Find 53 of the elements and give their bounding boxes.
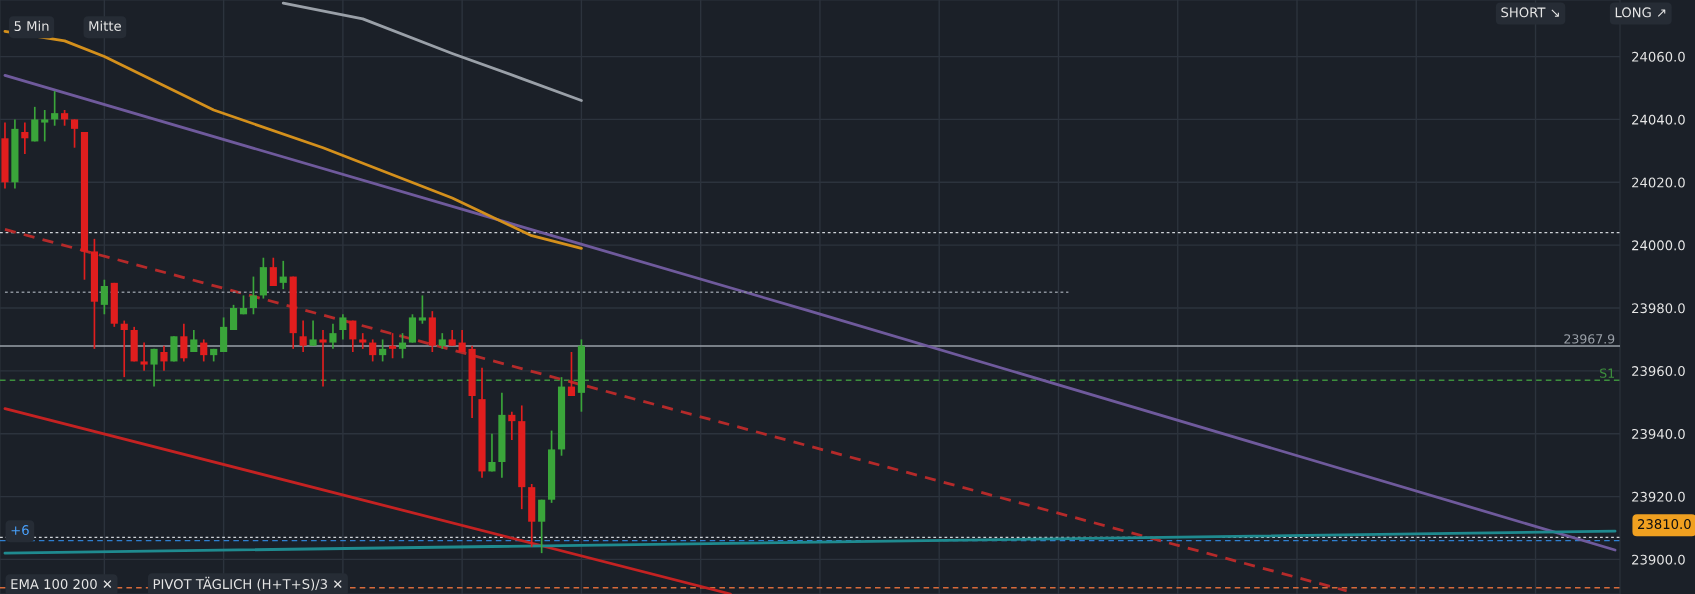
- candlestick: [200, 338, 208, 363]
- annotation: LONG ↗: [1615, 7, 1666, 18]
- line-series: [3, 30, 583, 250]
- y-tick-label: 24040.0: [1632, 114, 1685, 125]
- candlestick: [339, 313, 347, 341]
- y-tick-label: 24060.0: [1632, 51, 1685, 62]
- candlestick: [508, 410, 516, 441]
- candlestick: [249, 275, 258, 316]
- y-tick-label: 24020.0: [1632, 177, 1685, 188]
- candlestick: [398, 332, 407, 360]
- candlestick: [538, 498, 546, 554]
- candlestick: [309, 319, 317, 347]
- candlestick: [379, 338, 387, 363]
- annotation: +6: [11, 525, 29, 536]
- candlestick: [140, 341, 148, 372]
- annotation: Mitte: [89, 20, 121, 31]
- candlestick: [349, 319, 357, 353]
- candlestick: [299, 319, 307, 353]
- line-series: [281, 1, 583, 102]
- candlestick: [31, 106, 39, 143]
- candlestick: [269, 256, 277, 287]
- annotation: PIVOT TÄGLICH (H+T+S)/3 ✕: [153, 576, 342, 591]
- candlestick: [150, 348, 158, 388]
- candlestick: [70, 118, 79, 149]
- candlestick: [329, 322, 337, 350]
- candlestick: [21, 121, 29, 155]
- candlestick: [488, 432, 496, 473]
- candlestick: [51, 90, 59, 127]
- candlestick: [41, 109, 49, 143]
- y-tick-label: 23900.0: [1632, 554, 1685, 565]
- ref-line-label: S1: [1600, 368, 1614, 378]
- candlestick: [359, 332, 367, 350]
- candlestick: [319, 329, 327, 388]
- y-tick-label: 23960.0: [1632, 366, 1685, 377]
- candlestick: [100, 278, 108, 316]
- candlestick: [567, 351, 576, 397]
- candlestick: [160, 344, 168, 372]
- annotation: SHORT ↘: [1501, 7, 1559, 18]
- candlestick: [120, 319, 128, 378]
- y-tick-label: 23980.0: [1632, 303, 1685, 314]
- y-tick-label: 23920.0: [1632, 491, 1685, 502]
- candlestick: [418, 294, 426, 325]
- candlestick: [389, 332, 397, 360]
- candlestick: [279, 260, 287, 290]
- annotation: 5 Min: [14, 20, 49, 31]
- candlestick: [369, 338, 377, 363]
- candlestick: [229, 304, 238, 331]
- ref-line-label: 23967.9: [1564, 334, 1615, 344]
- candlestick: [180, 322, 188, 363]
- y-tick-label: 23940.0: [1632, 428, 1685, 439]
- annotation: EMA 100 200 ✕: [11, 579, 112, 590]
- text: 23810.0: [1638, 519, 1691, 530]
- y-tick-label: 24000.0: [1632, 240, 1685, 251]
